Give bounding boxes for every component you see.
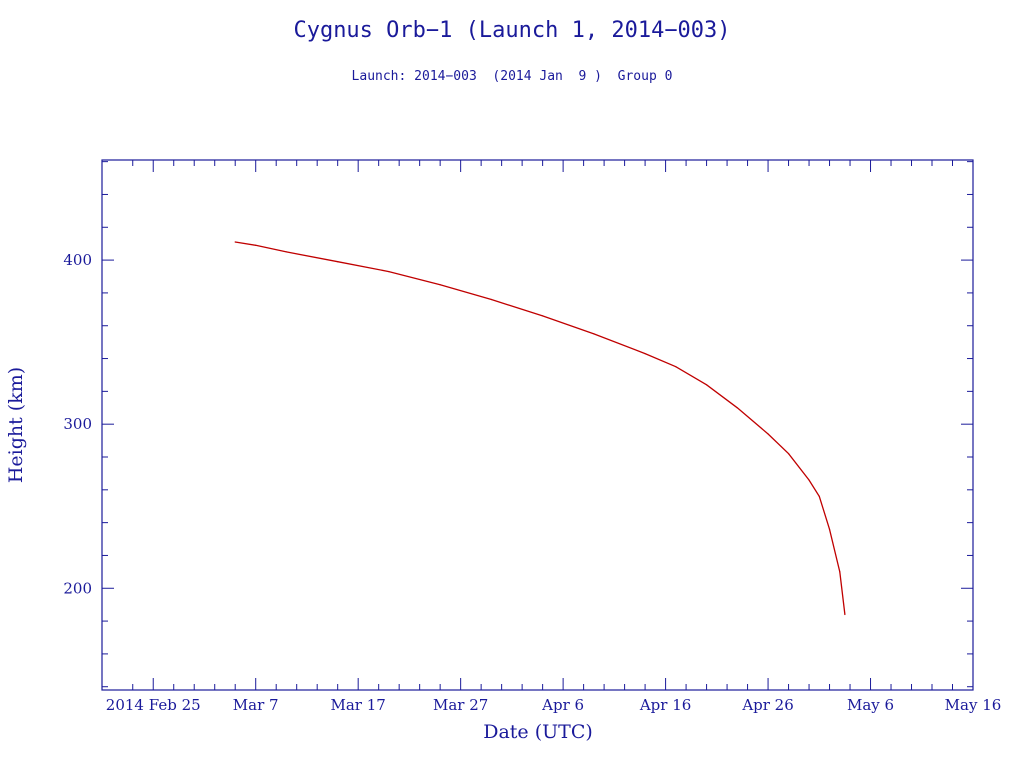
x-tick-label: Mar 27 — [433, 696, 488, 714]
x-tick-label: Mar 7 — [233, 696, 279, 714]
y-tick-label: 300 — [63, 415, 92, 433]
data-point — [844, 613, 846, 616]
x-tick-labels: 2014 Feb 25 Mar 7 Mar 17 Mar 27 Apr 6 Apr 16 A… — [106, 696, 1002, 714]
data-point — [234, 241, 236, 243]
data-point — [808, 479, 810, 481]
data-point — [788, 453, 790, 455]
x-tick-label: Apr 26 — [741, 696, 793, 714]
data-point — [675, 366, 677, 368]
data-point — [767, 433, 769, 435]
x-tick-label: May 6 — [847, 696, 894, 714]
axis-ticks — [102, 160, 974, 690]
data-point — [337, 261, 339, 263]
series-line — [235, 241, 846, 615]
y-tick-label: 400 — [63, 251, 92, 269]
x-tick-label: Apr 16 — [639, 696, 691, 714]
x-tick-label: May 16 — [945, 696, 1002, 714]
data-point — [736, 407, 738, 409]
chart-subtitle: Launch: 2014−003 (2014 Jan 9 ) Group 0 — [352, 69, 673, 84]
y-tick-label: 200 — [63, 579, 92, 597]
chart-title: Cygnus Orb−1 (Launch 1, 2014−003) — [293, 18, 730, 43]
data-point — [542, 315, 544, 317]
data-point — [388, 271, 390, 273]
y-tick-labels: 200 300 400 — [63, 251, 92, 597]
x-axis-label: Date (UTC) — [483, 721, 593, 743]
series-group — [234, 241, 846, 616]
x-tick-label: 2014 Feb 25 — [106, 696, 201, 714]
x-tick-label: Apr 6 — [541, 696, 584, 714]
data-point — [593, 333, 595, 335]
data-point — [644, 353, 646, 355]
data-point — [839, 571, 841, 573]
x-tick-label: Mar 17 — [331, 696, 386, 714]
y-axis-label: Height (km) — [5, 367, 27, 483]
data-point — [706, 384, 708, 386]
plot-frame — [101, 159, 974, 691]
data-point — [285, 251, 287, 253]
data-point — [818, 495, 820, 497]
data-point — [828, 528, 831, 530]
data-point — [255, 244, 257, 246]
data-point — [439, 284, 441, 286]
data-point — [490, 298, 492, 301]
